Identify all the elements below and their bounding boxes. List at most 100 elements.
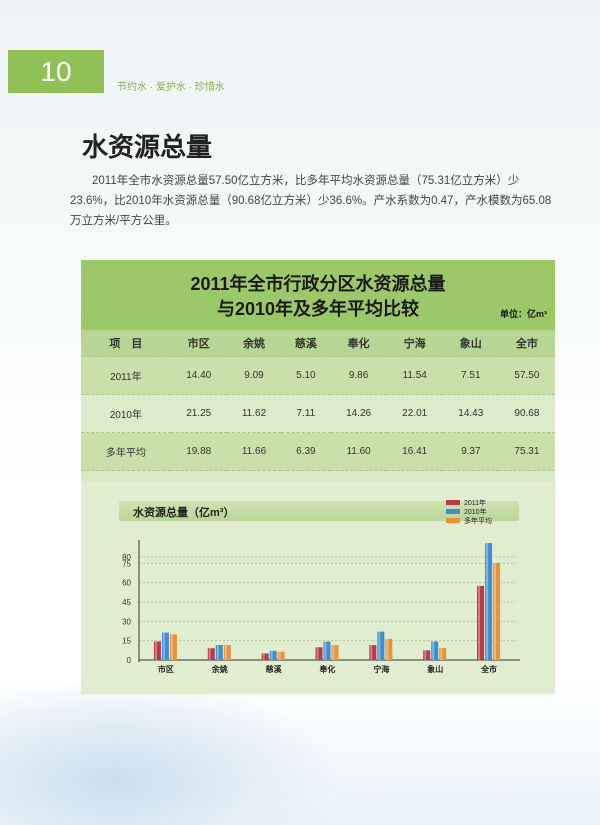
table-cell: 14.26	[330, 394, 387, 433]
bar-highlight	[208, 648, 211, 660]
table-title-line1: 2011年全市行政分区水资源总量	[190, 274, 446, 294]
table-unit: 单位：亿m³	[500, 309, 547, 319]
bar-highlight	[494, 562, 497, 660]
y-tick-label: 45	[122, 598, 131, 607]
table-header-row: 项 目 市区 余姚 慈溪 奉化 宁海 象山 全市	[81, 330, 555, 357]
bar-highlight	[262, 653, 265, 660]
x-tick-label: 市区	[158, 664, 174, 674]
bar	[369, 645, 377, 660]
bar-highlight	[332, 645, 335, 660]
x-tick-label: 奉化	[319, 664, 336, 674]
x-tick-label: 慈溪	[266, 664, 283, 674]
legend-label: 多年平均	[464, 517, 492, 525]
bar-highlight	[278, 651, 281, 660]
table-cell: 57.50	[498, 356, 555, 395]
table-title-line2: 与2010年及多年平均比较	[216, 299, 420, 319]
bar	[423, 650, 431, 660]
table-cell: 75.31	[498, 432, 555, 471]
bar	[277, 651, 285, 660]
bar	[169, 634, 177, 660]
table-cell: 6.39	[281, 432, 331, 471]
y-tick-label: 15	[122, 637, 131, 646]
bar-highlight	[478, 585, 481, 660]
bar-highlight	[224, 644, 227, 660]
bar	[207, 648, 215, 660]
bar	[477, 585, 485, 660]
bar	[439, 647, 447, 660]
y-tick-label: 60	[122, 579, 131, 588]
x-tick-label: 象山	[427, 664, 443, 674]
table-cell: 16.41	[386, 432, 443, 471]
bar	[331, 645, 339, 660]
col-header: 宁海	[386, 330, 443, 357]
table-cell: 21.25	[170, 394, 227, 433]
col-header: 余姚	[226, 330, 282, 357]
chart-title-bar: 水资源总量（亿m³）	[119, 501, 519, 521]
bar-highlight	[370, 645, 373, 660]
chart-legend: 2011年 2010年 多年平均	[446, 498, 492, 525]
water-decoration	[0, 685, 330, 825]
table-cell: 7.11	[281, 394, 331, 433]
table-cell: 22.01	[386, 394, 443, 433]
data-panel: 2011年全市行政分区水资源总量 与2010年及多年平均比较 单位：亿m³ 项 …	[81, 260, 555, 694]
col-header: 项 目	[81, 330, 171, 357]
bar	[153, 641, 161, 660]
legend-swatch	[446, 509, 460, 514]
bar-highlight	[270, 650, 273, 660]
table-cell: 11.62	[226, 394, 282, 433]
legend-label: 2010年	[464, 508, 487, 516]
x-tick-label: 余姚	[211, 664, 228, 674]
legend-item: 2010年	[446, 507, 492, 516]
table-cell: 14.40	[170, 356, 227, 395]
table-cell: 11.60	[330, 432, 387, 471]
table-cell: 19.88	[170, 432, 227, 471]
table-cell: 2010年	[81, 394, 171, 433]
table-cell: 14.43	[442, 394, 499, 433]
table-row: 2011年 14.40 9.09 5.10 9.86 11.54 7.51 57…	[81, 356, 555, 395]
page-slogan: 节约水 · 爱护水 · 珍惜水	[117, 82, 225, 93]
table-cell: 9.37	[442, 432, 499, 471]
table-cell: 2011年	[81, 356, 171, 395]
page-number: 10	[8, 50, 104, 93]
bar	[215, 645, 223, 660]
table-cell: 5.10	[281, 356, 331, 395]
intro-paragraph: 2011年全市水资源总量57.50亿立方米，比多年平均水资源总量（75.31亿立…	[70, 175, 552, 227]
y-tick-label: 30	[122, 617, 131, 626]
table-cell: 11.54	[386, 356, 443, 395]
legend-swatch	[446, 518, 460, 523]
x-tick-label: 全市	[480, 664, 497, 674]
bar-highlight	[424, 650, 427, 660]
chart-title: 水资源总量（亿m³）	[133, 507, 235, 519]
bar-highlight	[386, 638, 389, 660]
bar	[377, 631, 385, 660]
x-tick-label: 宁海	[373, 664, 389, 674]
bar	[385, 638, 393, 660]
bar-highlight	[154, 641, 157, 660]
bar	[261, 653, 269, 660]
legend-swatch	[446, 500, 460, 505]
bar	[223, 644, 231, 660]
bar-highlight	[162, 632, 165, 660]
bar	[315, 647, 323, 660]
bar-highlight	[170, 634, 173, 660]
bar	[431, 641, 439, 660]
table-cell: 7.51	[442, 356, 499, 395]
y-tick-label: 0	[127, 656, 132, 665]
legend-item: 2011年	[446, 498, 492, 507]
bar	[485, 543, 493, 660]
bar	[323, 641, 331, 660]
bar-highlight	[216, 645, 219, 660]
y-tick-label: 80	[122, 553, 131, 562]
bar-highlight	[316, 647, 319, 660]
col-header: 奉化	[330, 330, 387, 357]
legend-label: 2011年	[464, 499, 487, 507]
table-cell: 11.66	[226, 432, 282, 471]
bar-highlight	[486, 543, 489, 660]
legend-item: 多年平均	[446, 516, 492, 525]
table-header: 2011年全市行政分区水资源总量 与2010年及多年平均比较 单位：亿m³	[81, 260, 555, 330]
table-cell: 多年平均	[81, 432, 171, 471]
col-header: 象山	[442, 330, 499, 357]
col-header: 市区	[170, 330, 227, 357]
bar-highlight	[440, 647, 443, 660]
